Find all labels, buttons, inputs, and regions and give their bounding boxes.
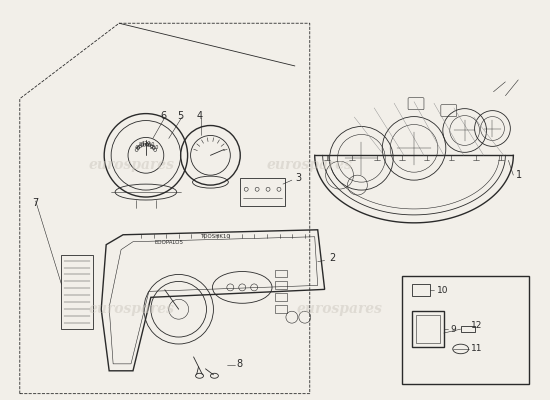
Text: 200: 200	[150, 144, 159, 150]
Bar	[240, 178, 285, 206]
Text: 40: 40	[135, 144, 141, 150]
Text: 10: 10	[437, 286, 448, 295]
Text: 4: 4	[196, 110, 202, 120]
Bar	[416, 315, 440, 343]
Text: 5: 5	[178, 110, 184, 120]
Text: 12: 12	[471, 321, 482, 330]
Text: 160: 160	[146, 142, 155, 147]
Bar	[461, 326, 475, 332]
Text: 8: 8	[236, 359, 243, 369]
Bar	[412, 284, 430, 296]
Text: 9: 9	[451, 324, 456, 334]
Text: eurospares: eurospares	[88, 302, 174, 316]
Text: TOOSHK10: TOOSHK10	[201, 234, 230, 239]
Bar	[275, 293, 287, 301]
Text: 80: 80	[139, 142, 145, 147]
Text: 1: 1	[516, 170, 522, 180]
Text: eurospares: eurospares	[267, 158, 353, 172]
Text: 2: 2	[329, 252, 336, 262]
Text: 120: 120	[141, 141, 151, 146]
Bar	[275, 305, 287, 313]
Bar	[275, 282, 287, 289]
Bar	[412, 311, 444, 347]
Text: 3: 3	[295, 173, 301, 183]
Text: 7: 7	[32, 198, 38, 208]
Bar	[62, 255, 94, 329]
Text: EOOPALO5: EOOPALO5	[154, 240, 183, 245]
Text: 6: 6	[161, 110, 167, 120]
Text: 11: 11	[471, 344, 482, 354]
Text: eurospares: eurospares	[296, 302, 382, 316]
Text: eurospares: eurospares	[88, 158, 174, 172]
Bar	[275, 270, 287, 278]
Bar	[402, 276, 529, 384]
